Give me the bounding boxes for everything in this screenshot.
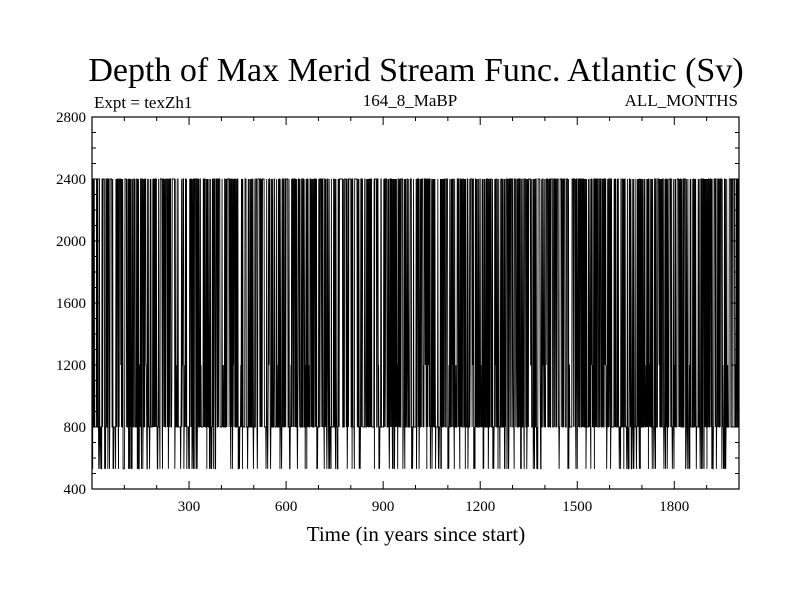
x-tick-label: 1200 xyxy=(465,499,495,515)
x-tick-label: 1500 xyxy=(562,499,592,515)
y-tick-label: 2000 xyxy=(56,234,86,250)
ticks-layer xyxy=(92,116,739,490)
x-tick-label: 1800 xyxy=(659,499,689,515)
y-tick-label: 1600 xyxy=(56,296,86,312)
x-tick-label: 600 xyxy=(275,499,298,515)
period-label: 164_8_MaBP xyxy=(363,91,457,110)
series-line xyxy=(91,178,740,470)
plot-frame xyxy=(91,116,740,490)
y-tick-label: 2400 xyxy=(56,172,86,188)
y-tick-label: 2800 xyxy=(56,110,86,126)
experiment-label: Expt = texZh1 xyxy=(94,93,192,112)
y-tick-label: 1200 xyxy=(56,358,86,374)
x-axis-label: Time (in years since start) xyxy=(307,522,526,546)
x-tick-label: 900 xyxy=(372,499,395,515)
x-tick-labels: 300 600 900 1200 1500 1800 xyxy=(178,499,689,515)
y-tick-label: 400 xyxy=(64,482,87,498)
series-layer xyxy=(91,178,740,470)
y-tick-label: 800 xyxy=(64,420,87,436)
x-tick-label: 300 xyxy=(178,499,201,515)
chart-title: Depth of Max Merid Stream Func. Atlantic… xyxy=(88,52,743,89)
months-label: ALL_MONTHS xyxy=(625,91,738,110)
y-tick-labels: 400 800 1200 1600 2000 2400 2800 xyxy=(56,110,86,498)
